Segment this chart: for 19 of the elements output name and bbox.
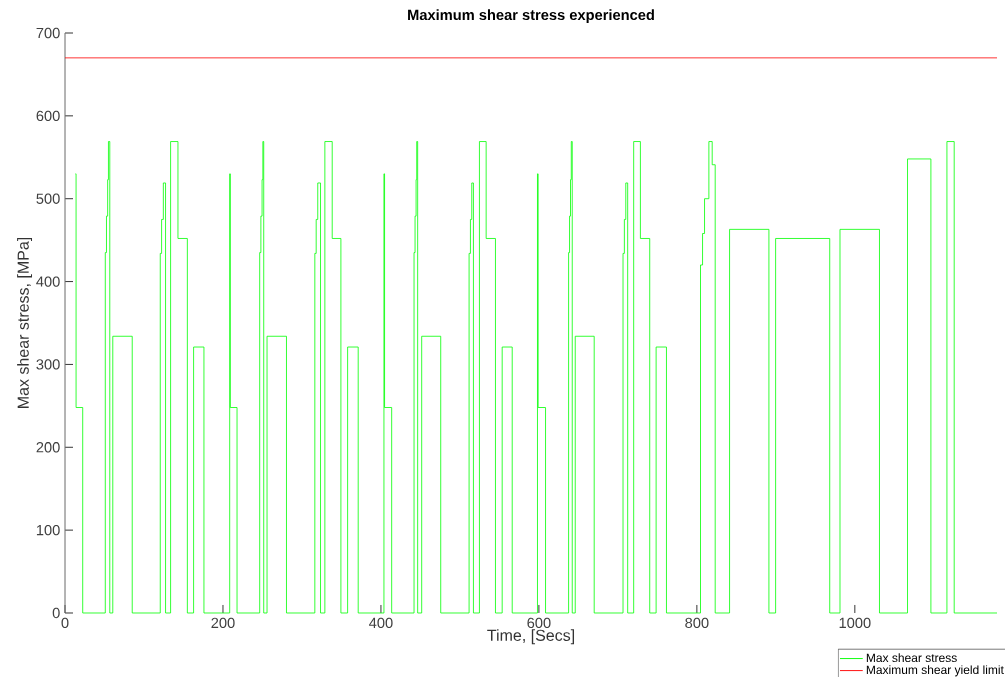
x-tick-label: 400 — [369, 617, 393, 629]
x-tick-label: 600 — [527, 617, 551, 629]
y-tick-label: 300 — [36, 359, 60, 370]
legend-label: Maximum shear yield limit — [866, 665, 1004, 677]
y-tick-label: 200 — [36, 442, 60, 453]
legend-label: Max shear stress — [866, 653, 957, 663]
x-tick-label: 0 — [61, 617, 69, 629]
x-tick-label: 1000 — [839, 617, 871, 629]
y-tick-label: 0 — [52, 607, 60, 619]
y-tick-label: 500 — [36, 193, 60, 204]
y-tick-label: 400 — [36, 276, 60, 287]
y-tick-label: 100 — [36, 524, 60, 536]
x-tick-label: 800 — [685, 617, 709, 629]
chart-title: Maximum shear stress experienced — [408, 9, 654, 23]
x-axis-title: Time, [Secs] — [487, 629, 575, 645]
y-tick-label: 700 — [36, 27, 60, 39]
y-tick-label: 600 — [36, 110, 60, 122]
x-tick-label: 200 — [211, 617, 235, 629]
y-axis-title: Max shear stress, [MPa] — [17, 237, 33, 408]
